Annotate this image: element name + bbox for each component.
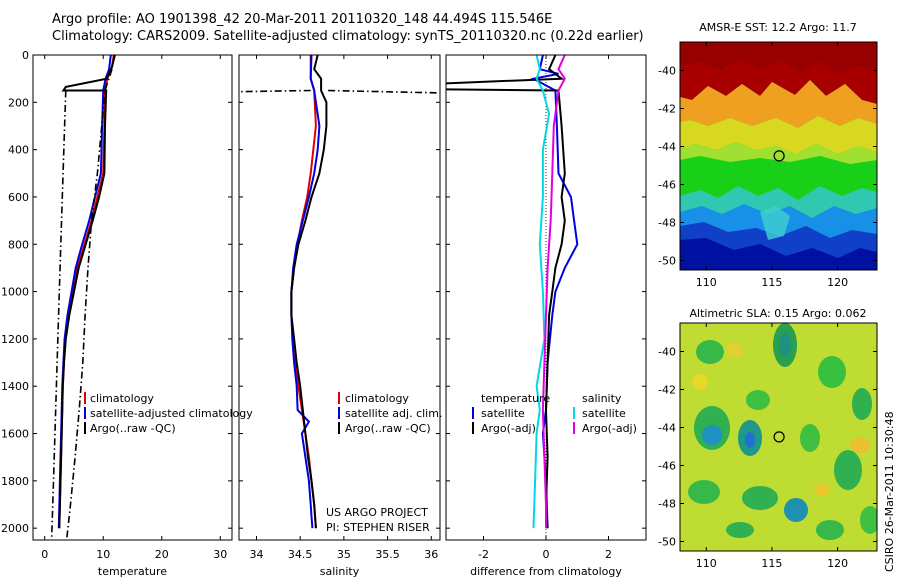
map-x-tick-label: 110 [696, 557, 717, 570]
x-tick-label: 2 [605, 548, 612, 561]
map-y-tick-label: -42 [658, 103, 676, 116]
legend-label-temp-satellite: satellite [481, 407, 525, 420]
series-salinity-argo-adj [541, 55, 566, 529]
map-y-tick-label: -50 [658, 255, 676, 268]
x-tick-label: 0 [41, 548, 48, 561]
salinity-legend: climatology satellite adj. clim. Argo(..… [338, 392, 442, 435]
sla-map-title: Altimetric SLA: 0.15 Argo: 0.062 [689, 307, 866, 320]
series-argo-raw [50, 90, 67, 538]
salinity-panel: 34 34.5 35 35.5 36 salinity [238, 54, 441, 578]
plot-frame [32, 54, 233, 541]
series-argo-raw-qc [58, 55, 116, 529]
y-tick-label: 800 [8, 238, 29, 251]
temperature-legend: climatology satellite-adjusted climatolo… [84, 392, 253, 435]
x-axis-label: salinity [320, 565, 360, 578]
x-tick-label: 20 [155, 548, 169, 561]
y-tick-label: 1800 [1, 475, 29, 488]
map-x-tick-label: 120 [827, 276, 848, 289]
legend-label-satellite: satellite-adjusted climatology [90, 407, 253, 420]
sst-map-title: AMSR-E SST: 12.2 Argo: 11.7 [699, 21, 857, 34]
series-argo-raw [239, 89, 311, 93]
legend-label-satellite: satellite adj. clim. [345, 407, 442, 420]
y-tick-label: 200 [8, 96, 29, 109]
y-tick-label: 400 [8, 144, 29, 157]
series-argo-qc [66, 68, 113, 538]
x-axis-label: difference from climatology [470, 565, 622, 578]
y-tick-label: 1200 [1, 333, 29, 346]
series-satellite-adjusted-climatology [57, 55, 112, 529]
sla-field [680, 323, 877, 551]
x-tick-label: 0 [543, 548, 550, 561]
temperature-panel: 0 10 20 30 0 200 400 600 800 1000 1200 1400 1600 1800… [1, 49, 233, 578]
x-tick-label: 35.5 [375, 548, 400, 561]
difference-legend: temperature satellite Argo(-adj) salinit… [472, 392, 637, 435]
x-tick-label: 30 [213, 548, 227, 561]
y-tick-label: 1000 [1, 286, 29, 299]
map-y-tick-label: -42 [658, 384, 676, 397]
x-tick-label: 36 [424, 548, 438, 561]
plot-frame [238, 54, 441, 541]
y-tick-label: 1600 [1, 428, 29, 441]
legend-label-sal-satellite: satellite [582, 407, 626, 420]
map-y-tick-label: -46 [658, 460, 676, 473]
project-credit: US ARGO PROJECT [326, 506, 428, 519]
legend-label-climatology: climatology [90, 392, 154, 405]
series-temperature-argo-adj [446, 55, 566, 529]
series-temperature-satellite [530, 55, 579, 529]
legend-label-temp-argo: Argo(-adj) [481, 422, 536, 435]
legend-label-sal-argo: Argo(-adj) [582, 422, 637, 435]
sst-map-axes: 110 115 120 -40 -42 -44 -46 -48 -50 [658, 42, 877, 289]
figure-title-line1: Argo profile: AO 1901398_42 20-Mar-2011 … [52, 12, 553, 27]
map-y-tick-label: -40 [658, 65, 676, 78]
map-y-tick-label: -48 [658, 498, 676, 511]
legend-group-temperature: temperature [481, 392, 550, 405]
argo-float-marker [773, 150, 785, 162]
difference-panel: -2 0 2 difference from climatology [445, 54, 647, 578]
series-salinity-satellite [532, 55, 551, 529]
legend-group-salinity: salinity [582, 392, 622, 405]
argo-float-marker [773, 431, 785, 443]
x-tick-label: 34 [249, 548, 263, 561]
x-tick-label: 34.5 [288, 548, 313, 561]
timestamp-stamp: CSIRO 26-Mar-2011 10:30:48 [883, 411, 896, 572]
x-tick-label: -2 [478, 548, 489, 561]
map-y-tick-label: -48 [658, 217, 676, 230]
y-tick-label: 600 [8, 191, 29, 204]
map-x-tick-label: 110 [696, 276, 717, 289]
x-axis-label: temperature [98, 565, 167, 578]
series-argo-qc [328, 89, 440, 94]
map-y-tick-label: -46 [658, 179, 676, 192]
map-x-tick-label: 120 [827, 557, 848, 570]
map-y-tick-label: -50 [658, 536, 676, 549]
legend-label-argo: Argo(..raw -QC) [345, 422, 431, 435]
pi-credit: PI: STEPHEN RISER [326, 521, 430, 534]
y-tick-label: 1400 [1, 380, 29, 393]
figure-title-line2: Climatology: CARS2009. Satellite-adjuste… [52, 29, 644, 44]
sla-map-axes: 110 115 120 -40 -42 -44 -46 -48 -50 [658, 323, 877, 570]
map-y-tick-label: -44 [658, 141, 676, 154]
x-tick-label: 35 [337, 548, 351, 561]
legend-label-argo: Argo(..raw -QC) [90, 422, 176, 435]
series-argo-raw-qc [290, 55, 328, 529]
x-tick-label: 10 [96, 548, 110, 561]
sst-field [680, 42, 877, 270]
y-tick-label: 2000 [1, 522, 29, 535]
legend-label-climatology: climatology [345, 392, 409, 405]
map-y-tick-label: -44 [658, 422, 676, 435]
map-x-tick-label: 115 [761, 557, 782, 570]
series-climatology [290, 55, 317, 529]
map-y-tick-label: -40 [658, 346, 676, 359]
map-x-tick-label: 115 [761, 276, 782, 289]
y-tick-label: 0 [22, 49, 29, 62]
